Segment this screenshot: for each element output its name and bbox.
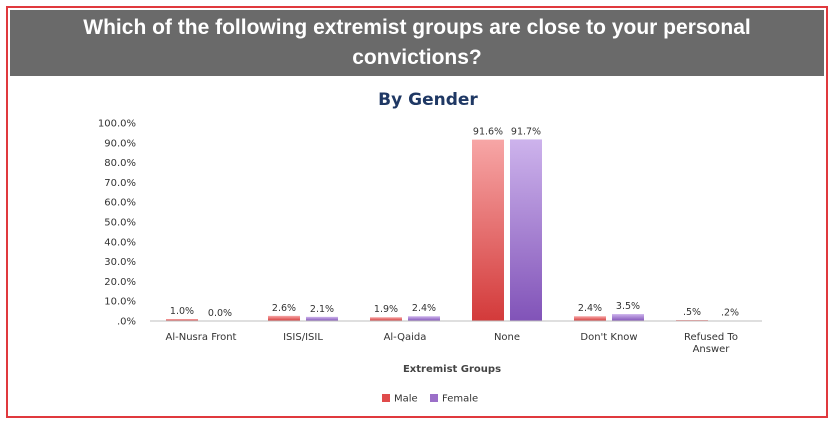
bar-female-1 [306, 317, 338, 321]
legend-item-male: Male [382, 394, 418, 405]
data-label: 2.1% [310, 304, 334, 315]
x-axis: Al-Nusra Front ISIS/ISIL Al-Qaida None Don't… [150, 321, 762, 355]
data-label: 2.6% [272, 303, 296, 314]
x-tick-label: Al-Nusra Front [166, 332, 237, 343]
bar-male-2 [370, 317, 402, 321]
y-tick-label: 40.0% [104, 237, 136, 248]
y-tick-label: 100.0% [98, 119, 136, 130]
data-label: 2.4% [412, 303, 436, 314]
legend-swatch [430, 394, 438, 402]
x-tick-label: ISIS/ISIL [283, 332, 323, 343]
bar-male-4 [574, 316, 606, 321]
y-axis: 100.0% 90.0% 80.0% 70.0% 60.0% 50.0% 40.0% 30.0… [98, 119, 136, 328]
bar-female-4 [612, 314, 644, 321]
bars-group: 1.0% 0.0% 2.6% 2.1% 1.9% 2.4% 91.6% 91.7% 2.4% 3.… [166, 126, 746, 321]
data-label: .2% [721, 308, 739, 319]
data-label: 3.5% [616, 301, 640, 312]
y-tick-label: 80.0% [104, 158, 136, 169]
data-label: 1.0% [170, 306, 194, 317]
x-axis-title: Extremist Groups [403, 364, 501, 375]
x-tick-label: Don't Know [580, 332, 637, 343]
data-label: 91.6% [473, 127, 503, 138]
bar-female-2 [408, 316, 440, 321]
y-tick-label: 10.0% [104, 297, 136, 308]
y-tick-label: 90.0% [104, 138, 136, 149]
y-tick-label: 30.0% [104, 257, 136, 268]
legend-item-female: Female [430, 394, 478, 405]
legend-swatch [382, 394, 390, 402]
y-tick-label: .0% [117, 317, 136, 328]
legend-label: Female [442, 394, 478, 405]
data-label: 91.7% [511, 126, 541, 137]
bar-female-3 [510, 139, 542, 321]
data-label: 0.0% [208, 308, 232, 319]
y-tick-label: 50.0% [104, 218, 136, 229]
y-tick-label: 20.0% [104, 277, 136, 288]
legend-label: Male [394, 394, 418, 405]
data-label: .5% [683, 307, 701, 318]
data-label: 2.4% [578, 303, 602, 314]
x-tick-label: Al-Qaida [384, 332, 427, 343]
legend: Male Female [382, 394, 478, 405]
chart-title: By Gender [378, 90, 478, 110]
data-label: 1.9% [374, 304, 398, 315]
y-tick-label: 70.0% [104, 178, 136, 189]
y-tick-label: 60.0% [104, 198, 136, 209]
bar-male-1 [268, 316, 300, 321]
x-tick-label: None [494, 332, 520, 343]
bar-male-3 [472, 140, 504, 321]
